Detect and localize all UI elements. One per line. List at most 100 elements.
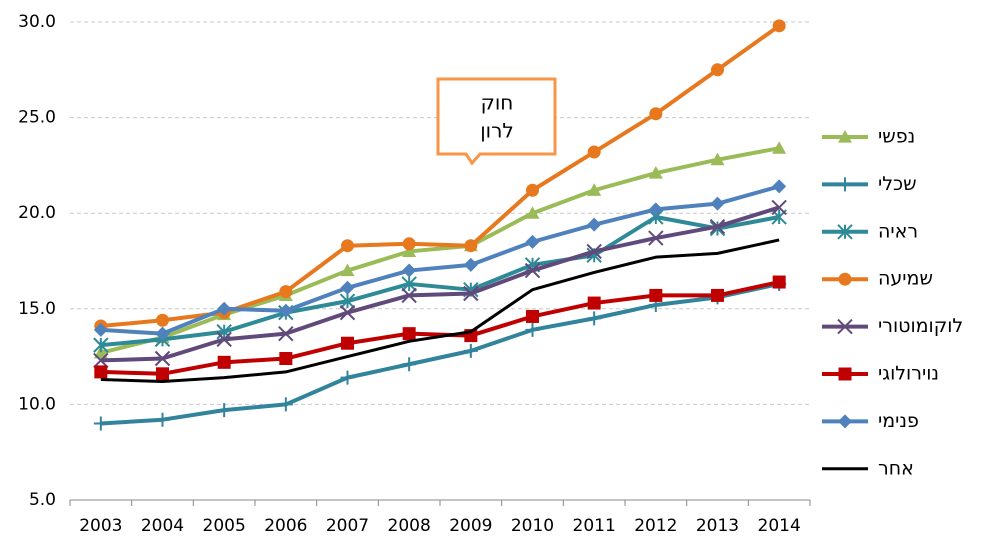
data-point bbox=[464, 239, 478, 253]
data-point bbox=[587, 183, 602, 196]
y-tick-label: 25.0 bbox=[18, 108, 56, 128]
data-point bbox=[278, 397, 293, 412]
legend-label: אחר bbox=[878, 457, 914, 479]
data-point bbox=[711, 288, 724, 302]
data-point bbox=[525, 234, 540, 249]
data-point bbox=[156, 367, 169, 381]
data-point bbox=[340, 263, 355, 277]
data-point bbox=[217, 355, 231, 369]
data-point bbox=[279, 352, 293, 366]
y-tick-label: 30.0 bbox=[18, 12, 56, 32]
data-point bbox=[155, 326, 170, 341]
x-tick-label: 2004 bbox=[141, 516, 184, 536]
series-line bbox=[100, 215, 780, 348]
data-point bbox=[463, 257, 478, 272]
legend-label: נפשי bbox=[878, 126, 915, 148]
data-point bbox=[339, 293, 356, 309]
data-point bbox=[587, 311, 602, 326]
legend-marker bbox=[838, 130, 852, 143]
data-point bbox=[278, 303, 293, 318]
data-point bbox=[648, 230, 664, 246]
data-point bbox=[341, 336, 354, 350]
data-point bbox=[772, 275, 786, 289]
annotation-box bbox=[436, 77, 557, 166]
y-tick-label: 20.0 bbox=[18, 203, 56, 223]
data-point bbox=[402, 357, 417, 372]
data-point bbox=[94, 365, 108, 379]
series-line bbox=[100, 205, 780, 363]
data-point bbox=[586, 243, 602, 260]
x-tick-label: 2008 bbox=[388, 516, 431, 536]
x-tick-label: 2014 bbox=[758, 516, 801, 536]
x-tick-label: 2012 bbox=[634, 516, 677, 536]
x-tick-label: 2003 bbox=[79, 516, 122, 536]
series-line bbox=[100, 281, 780, 426]
x-tick-label: 2013 bbox=[696, 516, 739, 536]
series-line bbox=[100, 280, 780, 376]
data-point bbox=[339, 304, 356, 321]
data-point bbox=[771, 199, 787, 216]
series-line bbox=[100, 24, 781, 328]
annotation-text: לרון bbox=[480, 119, 514, 143]
legend-label: שמיעה bbox=[878, 268, 933, 290]
data-point bbox=[463, 343, 478, 358]
data-point bbox=[526, 309, 539, 323]
data-point bbox=[587, 296, 601, 310]
data-point bbox=[402, 263, 417, 278]
data-point bbox=[216, 331, 232, 348]
legend-marker bbox=[838, 414, 852, 429]
data-point bbox=[401, 287, 417, 304]
legend-marker bbox=[838, 272, 852, 286]
data-point bbox=[710, 196, 725, 211]
data-point bbox=[463, 285, 479, 302]
x-tick-label: 2005 bbox=[203, 516, 246, 536]
data-point bbox=[341, 239, 354, 253]
data-point bbox=[279, 285, 293, 299]
y-tick-label: 10.0 bbox=[18, 394, 56, 414]
y-tick-label: 15.0 bbox=[18, 299, 56, 319]
data-point bbox=[340, 280, 355, 295]
data-point bbox=[278, 325, 294, 342]
data-point bbox=[93, 337, 109, 353]
data-point bbox=[217, 403, 232, 418]
data-point bbox=[154, 350, 171, 367]
data-point bbox=[587, 145, 601, 159]
data-point bbox=[587, 217, 602, 232]
legend-label: פנימי bbox=[878, 410, 919, 432]
data-point bbox=[772, 179, 787, 194]
data-point bbox=[402, 327, 416, 341]
y-tick-label: 5.0 bbox=[29, 490, 56, 510]
data-point bbox=[525, 206, 540, 219]
x-tick-label: 2007 bbox=[326, 516, 369, 536]
legend-label: ראיה bbox=[878, 220, 918, 242]
data-point bbox=[93, 352, 109, 369]
series-line bbox=[100, 146, 780, 355]
data-point bbox=[524, 262, 541, 279]
data-point bbox=[93, 416, 108, 431]
data-point bbox=[93, 322, 108, 337]
x-tick-label: 2011 bbox=[573, 516, 616, 536]
data-point bbox=[648, 202, 663, 217]
legend-marker bbox=[837, 224, 853, 240]
data-point bbox=[772, 141, 787, 154]
data-point bbox=[710, 152, 725, 166]
data-point bbox=[401, 276, 417, 292]
series-line bbox=[100, 184, 780, 336]
data-point bbox=[649, 107, 663, 121]
data-point bbox=[216, 324, 232, 340]
data-point bbox=[709, 218, 726, 235]
data-point bbox=[649, 288, 663, 302]
legend-marker bbox=[838, 367, 852, 381]
x-tick-label: 2006 bbox=[264, 516, 307, 536]
data-point bbox=[155, 412, 170, 427]
data-point bbox=[402, 237, 416, 251]
legend-label: נוירולוגי bbox=[878, 363, 939, 385]
data-point bbox=[772, 19, 786, 33]
x-tick-label: 2009 bbox=[449, 516, 492, 536]
legend-label: לוקומוטורי bbox=[878, 315, 963, 337]
data-point bbox=[648, 166, 663, 179]
data-point bbox=[402, 244, 417, 258]
legend-label: שכלי bbox=[878, 173, 917, 195]
data-point bbox=[156, 313, 169, 327]
